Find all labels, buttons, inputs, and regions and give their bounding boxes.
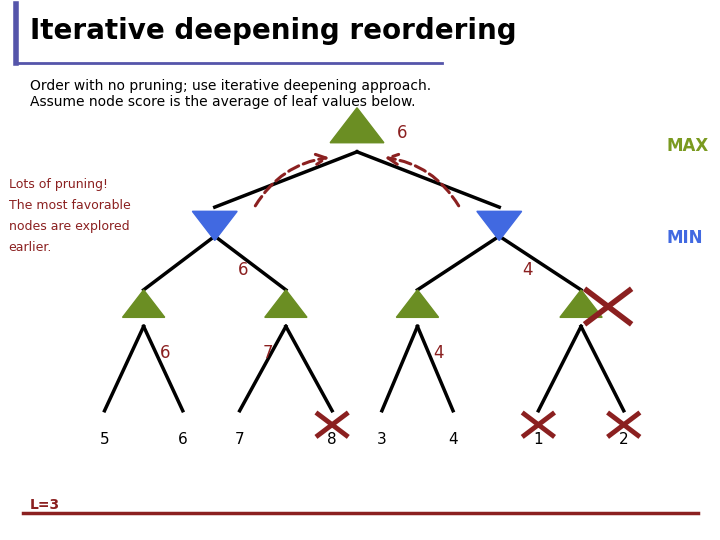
Text: 6: 6 — [160, 345, 170, 362]
Text: 4: 4 — [523, 261, 533, 279]
Text: 2: 2 — [619, 432, 629, 447]
Text: 7: 7 — [235, 432, 245, 447]
Text: 4: 4 — [433, 345, 444, 362]
Text: 6: 6 — [178, 432, 188, 447]
Text: 7: 7 — [263, 345, 274, 362]
Text: 8: 8 — [328, 432, 337, 447]
Text: MIN: MIN — [667, 229, 703, 247]
Polygon shape — [122, 290, 165, 318]
Polygon shape — [396, 290, 438, 318]
Polygon shape — [560, 290, 602, 318]
Text: Iterative deepening reordering: Iterative deepening reordering — [30, 17, 516, 45]
Text: Assume node score is the average of leaf values below.: Assume node score is the average of leaf… — [30, 96, 415, 110]
Text: 4: 4 — [449, 432, 458, 447]
Text: 1: 1 — [534, 432, 543, 447]
Text: MAX: MAX — [667, 138, 708, 156]
Polygon shape — [265, 290, 307, 318]
Text: Order with no pruning; use iterative deepening approach.: Order with no pruning; use iterative dee… — [30, 79, 431, 93]
Polygon shape — [477, 211, 522, 240]
Text: 5: 5 — [99, 432, 109, 447]
Polygon shape — [330, 108, 384, 143]
Text: 3: 3 — [377, 432, 387, 447]
Text: 6: 6 — [238, 261, 248, 279]
Text: L=3: L=3 — [30, 498, 60, 512]
Text: Lots of pruning!
The most favorable
nodes are explored
earlier.: Lots of pruning! The most favorable node… — [9, 178, 130, 254]
Polygon shape — [192, 211, 237, 240]
Text: 6: 6 — [397, 124, 407, 142]
